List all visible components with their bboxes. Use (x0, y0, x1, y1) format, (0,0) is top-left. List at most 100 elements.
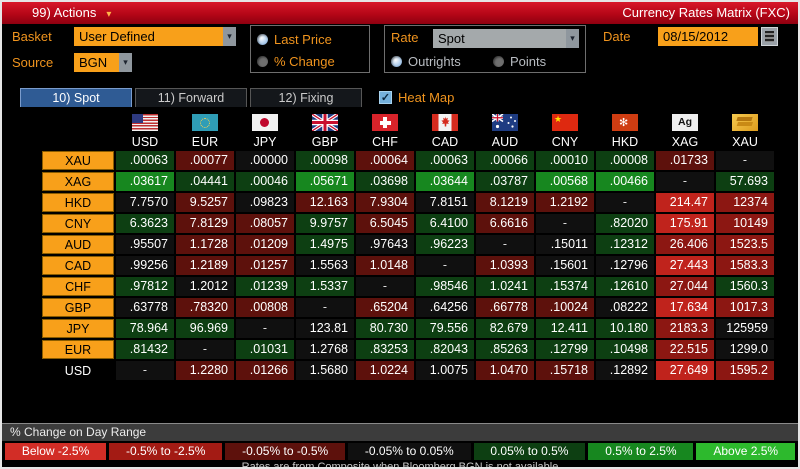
matrix-cell[interactable]: 1.2012 (176, 277, 234, 296)
matrix-cell[interactable]: 1.2280 (176, 361, 234, 380)
matrix-cell[interactable]: 27.649 (656, 361, 714, 380)
matrix-cell[interactable]: .03644 (416, 172, 474, 191)
matrix-cell[interactable]: 57.693 (716, 172, 774, 191)
matrix-cell[interactable]: 27.443 (656, 256, 714, 275)
matrix-cell[interactable]: 7.8129 (176, 214, 234, 233)
matrix-cell[interactable]: .98546 (416, 277, 474, 296)
column-header-hkd[interactable]: HKD (596, 114, 654, 149)
matrix-cell[interactable]: 1.0470 (476, 361, 534, 380)
actions-menu[interactable]: 99) Actions ▾ (32, 2, 111, 26)
tab-11-forward[interactable]: 11) Forward (135, 88, 247, 107)
row-label-usd[interactable]: USD (64, 364, 92, 378)
matrix-cell[interactable]: 7.7570 (116, 193, 174, 212)
matrix-cell[interactable]: .00077 (176, 151, 234, 170)
matrix-cell[interactable]: .00008 (596, 151, 654, 170)
column-header-cny[interactable]: CNY (536, 114, 594, 149)
matrix-cell[interactable]: - (176, 340, 234, 359)
matrix-cell[interactable]: .64256 (416, 298, 474, 317)
column-header-jpy[interactable]: JPY (236, 114, 294, 149)
matrix-cell[interactable]: 1595.2 (716, 361, 774, 380)
matrix-cell[interactable]: 9.9757 (296, 214, 354, 233)
matrix-cell[interactable]: .15374 (536, 277, 594, 296)
row-label-xag[interactable]: XAG (42, 172, 114, 191)
matrix-cell[interactable]: 7.9304 (356, 193, 414, 212)
matrix-cell[interactable]: .97812 (116, 277, 174, 296)
matrix-cell[interactable]: 123.81 (296, 319, 354, 338)
matrix-cell[interactable]: .97643 (356, 235, 414, 254)
matrix-cell[interactable]: 82.679 (476, 319, 534, 338)
row-label-gbp[interactable]: GBP (42, 298, 114, 317)
matrix-cell[interactable]: .15718 (536, 361, 594, 380)
matrix-cell[interactable]: 6.3623 (116, 214, 174, 233)
calendar-button[interactable] (761, 27, 778, 46)
matrix-cell[interactable]: - (416, 256, 474, 275)
matrix-cell[interactable]: .82020 (596, 214, 654, 233)
matrix-cell[interactable]: .00063 (116, 151, 174, 170)
radio-outrights[interactable]: Outrights (391, 53, 461, 69)
radio-points[interactable]: Points (493, 53, 546, 69)
matrix-cell[interactable]: .00568 (536, 172, 594, 191)
column-header-cad[interactable]: CAD (416, 114, 474, 149)
matrix-cell[interactable]: 79.556 (416, 319, 474, 338)
matrix-cell[interactable]: .03698 (356, 172, 414, 191)
matrix-cell[interactable]: 1583.3 (716, 256, 774, 275)
matrix-cell[interactable]: - (536, 214, 594, 233)
row-label-eur[interactable]: EUR (42, 340, 114, 359)
matrix-cell[interactable]: 1017.3 (716, 298, 774, 317)
column-header-gbp[interactable]: GBP (296, 114, 354, 149)
matrix-cell[interactable]: .95507 (116, 235, 174, 254)
matrix-cell[interactable]: - (596, 193, 654, 212)
matrix-cell[interactable]: .78320 (176, 298, 234, 317)
matrix-cell[interactable]: .01257 (236, 256, 294, 275)
radio-change[interactable]: % Change (257, 53, 335, 69)
matrix-cell[interactable]: .00000 (236, 151, 294, 170)
matrix-cell[interactable]: 6.6616 (476, 214, 534, 233)
matrix-cell[interactable]: 1.5337 (296, 277, 354, 296)
matrix-cell[interactable]: 22.515 (656, 340, 714, 359)
heat-map-toggle[interactable]: ✓ Heat Map (379, 88, 454, 107)
tab-10-spot[interactable]: 10) Spot (20, 88, 132, 107)
matrix-cell[interactable]: 27.044 (656, 277, 714, 296)
matrix-cell[interactable]: .65204 (356, 298, 414, 317)
matrix-cell[interactable]: - (296, 298, 354, 317)
matrix-cell[interactable]: .08222 (596, 298, 654, 317)
rate-dropdown[interactable]: Spot ▾ (433, 29, 579, 48)
matrix-cell[interactable]: .09823 (236, 193, 294, 212)
matrix-cell[interactable]: 1.2189 (176, 256, 234, 275)
matrix-cell[interactable]: 1.2768 (296, 340, 354, 359)
matrix-cell[interactable]: 26.406 (656, 235, 714, 254)
radio-last-price[interactable]: Last Price (257, 31, 332, 47)
matrix-cell[interactable]: 1523.5 (716, 235, 774, 254)
matrix-cell[interactable]: 1.0241 (476, 277, 534, 296)
matrix-cell[interactable]: 2183.3 (656, 319, 714, 338)
matrix-cell[interactable]: 1.0393 (476, 256, 534, 275)
matrix-cell[interactable]: 1560.3 (716, 277, 774, 296)
matrix-cell[interactable]: 1.0075 (416, 361, 474, 380)
matrix-cell[interactable]: 12.163 (296, 193, 354, 212)
matrix-cell[interactable]: 96.969 (176, 319, 234, 338)
matrix-cell[interactable]: - (356, 277, 414, 296)
matrix-cell[interactable]: 1299.0 (716, 340, 774, 359)
row-label-cny[interactable]: CNY (42, 214, 114, 233)
matrix-cell[interactable]: - (236, 319, 294, 338)
column-header-aud[interactable]: AUD (476, 114, 534, 149)
row-label-xau[interactable]: XAU (42, 151, 114, 170)
matrix-cell[interactable]: .03787 (476, 172, 534, 191)
matrix-cell[interactable]: .05671 (296, 172, 354, 191)
matrix-cell[interactable]: .01031 (236, 340, 294, 359)
matrix-cell[interactable]: .10024 (536, 298, 594, 317)
matrix-cell[interactable]: 17.634 (656, 298, 714, 317)
column-header-chf[interactable]: CHF (356, 114, 414, 149)
matrix-cell[interactable]: .12796 (596, 256, 654, 275)
matrix-cell[interactable]: 214.47 (656, 193, 714, 212)
matrix-cell[interactable]: 125959 (716, 319, 774, 338)
matrix-cell[interactable]: 78.964 (116, 319, 174, 338)
tab-12-fixing[interactable]: 12) Fixing (250, 88, 362, 107)
matrix-cell[interactable]: .00010 (536, 151, 594, 170)
matrix-cell[interactable]: .85263 (476, 340, 534, 359)
row-label-chf[interactable]: CHF (42, 277, 114, 296)
matrix-cell[interactable]: 1.4975 (296, 235, 354, 254)
matrix-cell[interactable]: .96223 (416, 235, 474, 254)
column-header-usd[interactable]: USD (116, 114, 174, 149)
matrix-cell[interactable]: .00064 (356, 151, 414, 170)
